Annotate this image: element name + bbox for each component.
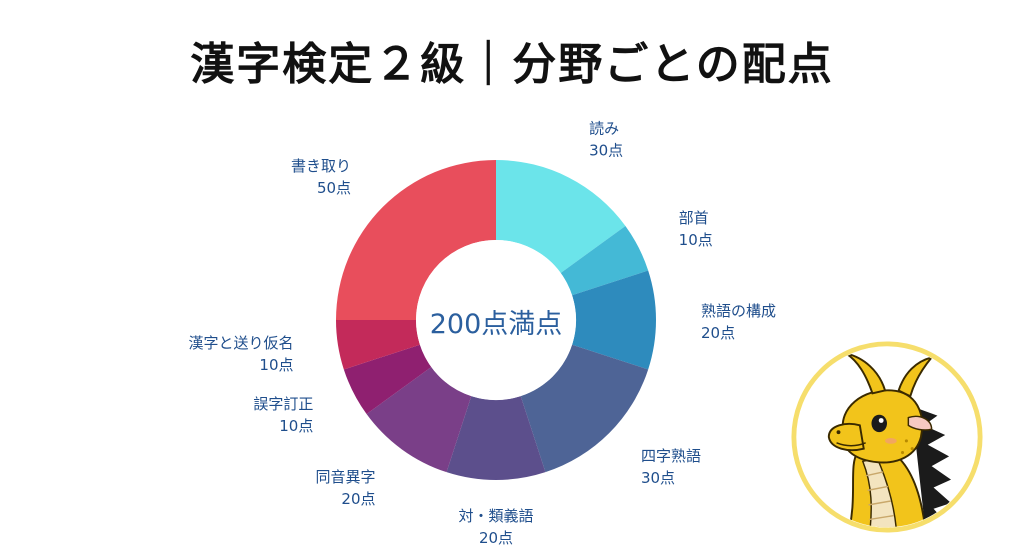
- donut-hole: [416, 240, 576, 400]
- chart-title: 漢字検定２級｜分野ごとの配点: [190, 39, 834, 90]
- slice-value-label: 30点: [589, 141, 623, 159]
- slice-category-label: 同音異字: [315, 468, 375, 486]
- slice-category-label: 四字熟語: [641, 447, 701, 465]
- slice-value-label: 50点: [317, 179, 351, 197]
- donut-slice: [446, 396, 546, 480]
- donut-slice: [336, 320, 420, 370]
- slice-value-label: 30点: [641, 469, 675, 487]
- slice-category-label: 漢字と送り仮名: [189, 334, 294, 352]
- slice-category-label: 熟語の構成: [701, 302, 776, 320]
- dragon-mascot-icon: [791, 341, 983, 533]
- slice-category-label: 部首: [679, 209, 709, 227]
- slice-value-label: 10点: [679, 231, 713, 249]
- slice-value-label: 10点: [259, 356, 293, 374]
- donut-slice: [560, 225, 649, 296]
- slice-value-label: 10点: [279, 417, 313, 435]
- donut-slice: [572, 270, 657, 370]
- slice-value-label: 20点: [479, 529, 513, 547]
- donut-slice: [366, 367, 472, 473]
- slice-category-label: 読み: [589, 119, 619, 137]
- donut-slice: [336, 160, 496, 320]
- slice-value-label: 20点: [341, 490, 375, 508]
- slice-category-label: 対・類義語: [458, 507, 533, 525]
- donut-slice: [520, 344, 649, 473]
- slice-category-label: 書き取り: [291, 157, 351, 175]
- center-label: 200点満点: [430, 309, 563, 340]
- donut-slice: [496, 160, 626, 273]
- slice-value-label: 20点: [701, 324, 735, 342]
- donut-slice: [343, 344, 432, 415]
- slice-category-label: 誤字訂正: [253, 395, 313, 413]
